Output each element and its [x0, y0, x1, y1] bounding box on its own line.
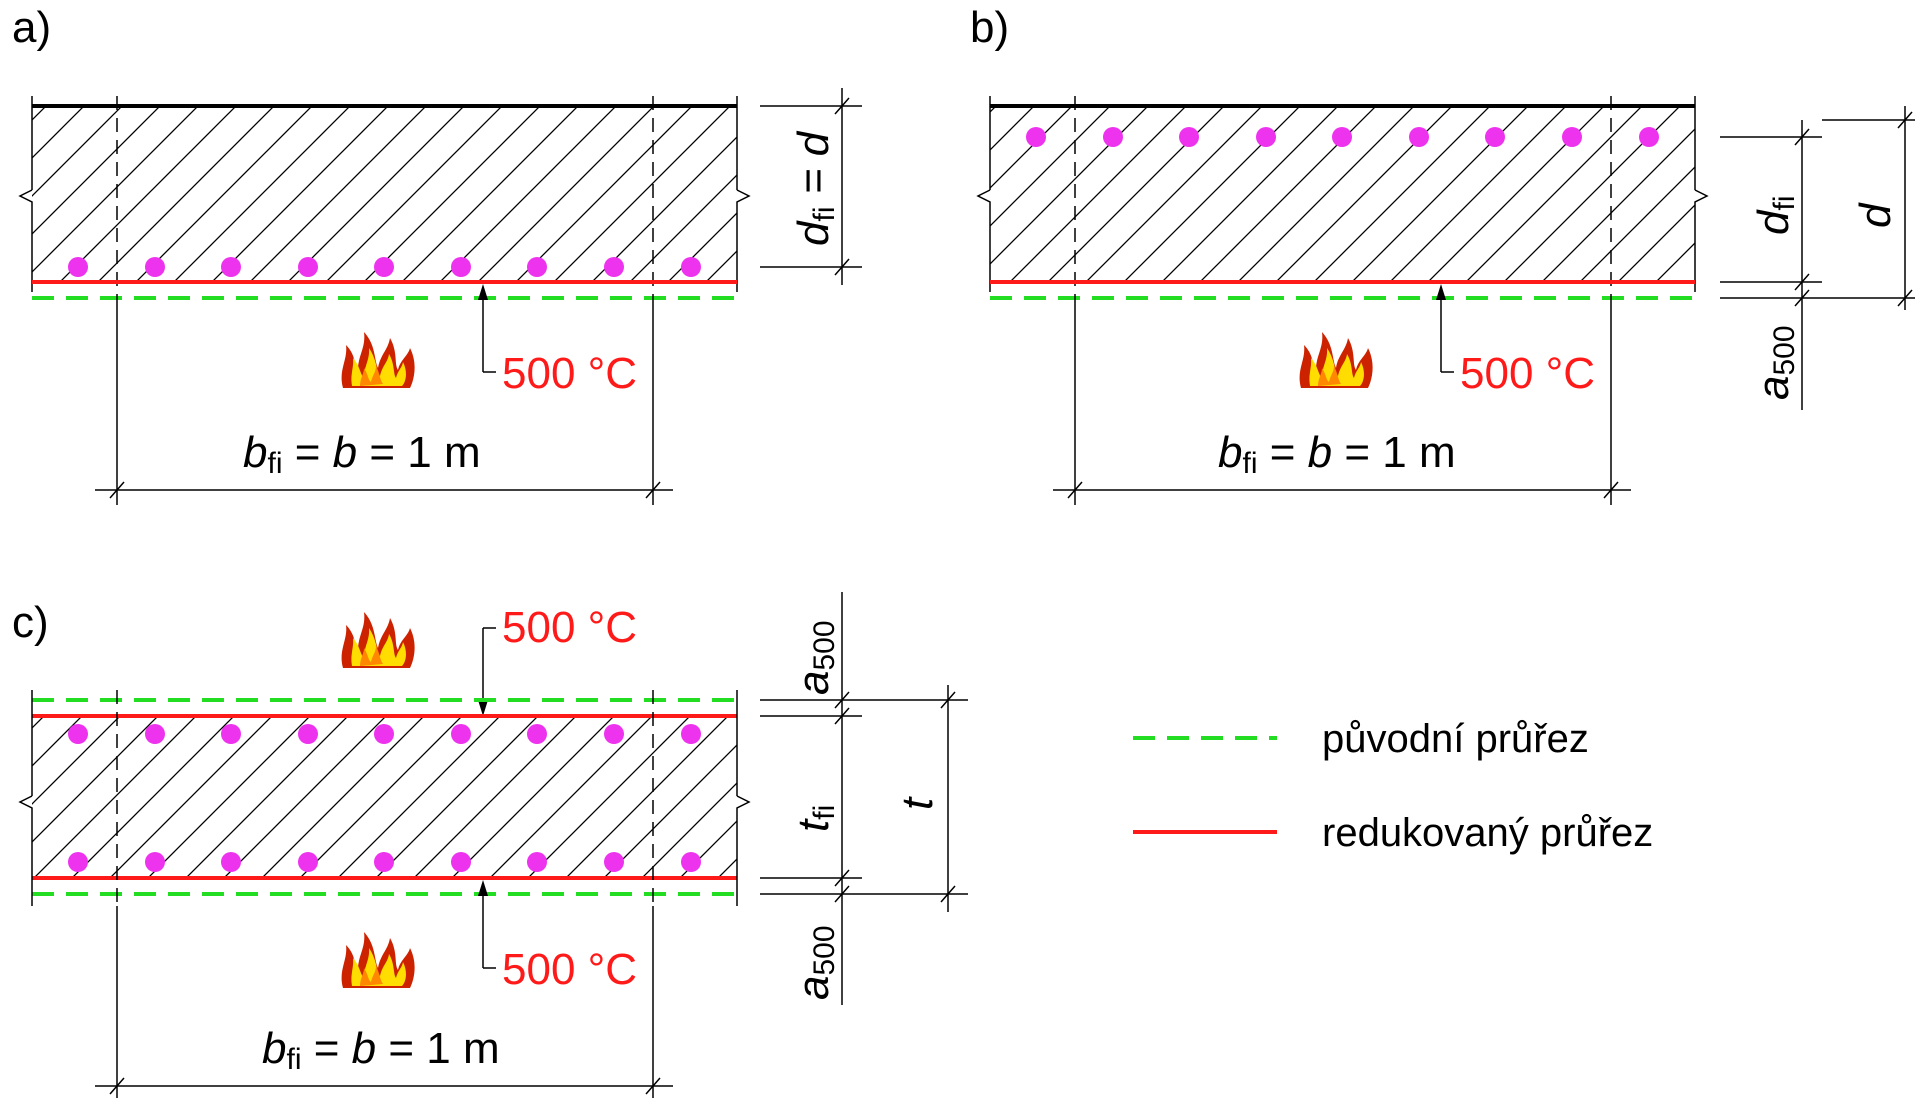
panel-b: b) 500 °C bfi = b = 1 m [970, 3, 1915, 505]
panel-c-temp-label-top: 500 °C [502, 603, 637, 652]
panel-c-tfi-label: tfi [789, 805, 841, 832]
panel-c-fire-icon-bottom [341, 932, 415, 988]
panel-a-width-label: bfi = b = 1 m [243, 428, 481, 480]
panel-c-a500-top-label: a500 [789, 620, 841, 695]
panel-a-label: a) [12, 3, 51, 52]
panel-b-label: b) [970, 3, 1009, 52]
panel-c-temp-label-bottom: 500 °C [502, 945, 637, 994]
panel-c-rebars-top [68, 724, 701, 744]
panel-c-label: c) [12, 598, 49, 647]
panel-b-d-label: d [1851, 202, 1900, 228]
legend: původní průřez redukovaný průřez [1133, 717, 1653, 855]
panel-b-width-label: bfi = b = 1 m [1218, 428, 1456, 480]
panel-c: c) 500 °C 500 °C [12, 592, 968, 1098]
panel-b-rebars [1026, 127, 1659, 147]
panel-c-fire-icon-top [341, 612, 415, 668]
panel-a-rebars [68, 257, 701, 277]
panel-c-a500-bottom-label: a500 [789, 925, 841, 1000]
panel-b-fire-icon [1299, 332, 1373, 388]
panel-a-depth-label: dfi = d [789, 130, 841, 246]
panel-b-dfi-label: dfi [1749, 196, 1801, 235]
legend-reduced-label: redukovaný průřez [1322, 811, 1653, 855]
panel-c-t-label: t [893, 796, 942, 810]
panel-a-fire-icon [341, 332, 415, 388]
panel-b-a500-label: a500 [1749, 325, 1801, 400]
panel-c-rebars-bottom [68, 852, 701, 872]
panel-b-temp-label: 500 °C [1460, 349, 1595, 398]
panel-a: a) 500 °C bfi = b = 1 m [12, 3, 862, 505]
legend-original-label: původní průřez [1322, 717, 1589, 761]
panel-a-section [32, 106, 737, 282]
panel-c-width-label: bfi = b = 1 m [262, 1024, 500, 1076]
panel-a-temp-label: 500 °C [502, 349, 637, 398]
